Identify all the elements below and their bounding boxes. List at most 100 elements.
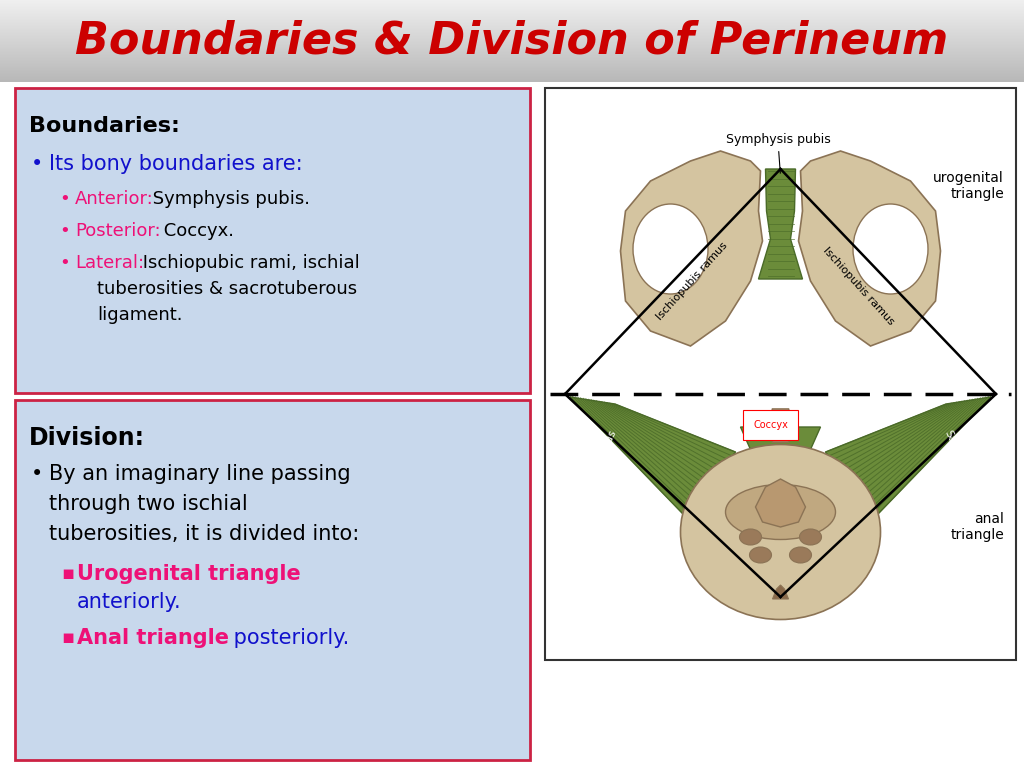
Text: •: • (59, 254, 70, 272)
Bar (0, 5, 1024, 6)
Polygon shape (825, 397, 991, 527)
Ellipse shape (800, 529, 821, 545)
Bar (0, 46, 1024, 47)
Bar (0, 69, 1024, 70)
Bar (0, 58, 1024, 59)
Bar (0, 61, 1024, 62)
Bar (0, 16, 1024, 17)
Bar (0, 39, 1024, 40)
Text: •: • (59, 190, 70, 208)
Bar (0, 51, 1024, 52)
Bar (0, 52, 1024, 53)
Text: Symphysis pubis.: Symphysis pubis. (147, 190, 310, 208)
Bar (0, 76, 1024, 77)
Bar (0, 13, 1024, 14)
Bar (0, 36, 1024, 37)
Bar (0, 4, 1024, 5)
Ellipse shape (739, 529, 762, 545)
Bar (0, 33, 1024, 34)
Text: anteriorly.: anteriorly. (77, 592, 181, 612)
Bar (0, 64, 1024, 65)
Text: •: • (31, 464, 43, 484)
Bar (0, 11, 1024, 12)
Bar (0, 25, 1024, 26)
Text: Coccyx.: Coccyx. (158, 222, 234, 240)
Bar (0, 31, 1024, 32)
Text: Urogenital triangle: Urogenital triangle (77, 564, 301, 584)
Bar (0, 28, 1024, 29)
Bar (0, 47, 1024, 48)
Bar (0, 63, 1024, 64)
Text: Its bony boundaries are:: Its bony boundaries are: (49, 154, 303, 174)
Bar (0, 77, 1024, 78)
FancyBboxPatch shape (15, 400, 530, 760)
Bar (0, 37, 1024, 38)
Text: ▪: ▪ (61, 628, 75, 647)
Bar (0, 18, 1024, 19)
Bar (0, 65, 1024, 66)
Bar (0, 22, 1024, 23)
Bar (0, 79, 1024, 80)
Bar (0, 41, 1024, 42)
Bar (0, 81, 1024, 82)
Bar (0, 55, 1024, 56)
Ellipse shape (725, 485, 836, 539)
Bar (0, 71, 1024, 72)
Bar (0, 45, 1024, 46)
Polygon shape (799, 151, 940, 346)
Bar (0, 32, 1024, 33)
Bar (0, 0, 1024, 1)
Bar (0, 7, 1024, 8)
Text: Anal triangle: Anal triangle (77, 628, 229, 648)
Bar (0, 3, 1024, 4)
Ellipse shape (853, 204, 928, 294)
Text: tuberosities, it is divided into:: tuberosities, it is divided into: (49, 524, 359, 544)
Bar (0, 78, 1024, 79)
Text: Posterior:: Posterior: (75, 222, 161, 240)
Bar (0, 48, 1024, 49)
Bar (0, 9, 1024, 10)
Text: •: • (59, 222, 70, 240)
Bar (0, 30, 1024, 31)
Bar (0, 70, 1024, 71)
Text: Lateral:: Lateral: (75, 254, 144, 272)
Bar (0, 50, 1024, 51)
Bar (0, 57, 1024, 58)
Bar (0, 24, 1024, 25)
Bar (0, 17, 1024, 18)
Bar (0, 23, 1024, 24)
Bar (0, 60, 1024, 61)
Text: Division:: Division: (29, 426, 145, 450)
Text: posteriorly.: posteriorly. (227, 628, 349, 648)
Bar (0, 10, 1024, 11)
Bar (0, 27, 1024, 28)
Polygon shape (768, 409, 793, 442)
Text: ligament.: ligament. (97, 306, 182, 324)
Bar (0, 80, 1024, 81)
Bar (0, 53, 1024, 54)
Text: Boundaries & Division of Perineum: Boundaries & Division of Perineum (76, 19, 948, 62)
Bar (0, 40, 1024, 41)
Bar (0, 42, 1024, 43)
Text: Ischiopubis ramus: Ischiopubis ramus (821, 245, 896, 327)
Bar (0, 68, 1024, 69)
Polygon shape (570, 397, 735, 527)
Text: anal
triangle: anal triangle (950, 512, 1004, 542)
Bar (0, 29, 1024, 30)
Bar (0, 59, 1024, 60)
Bar (0, 6, 1024, 7)
Bar (0, 8, 1024, 9)
Polygon shape (759, 169, 803, 279)
Text: ▪: ▪ (61, 564, 75, 583)
Bar (0, 74, 1024, 75)
Text: Coccyx: Coccyx (753, 420, 787, 430)
Bar (0, 19, 1024, 20)
Bar (0, 75, 1024, 76)
Bar (0, 49, 1024, 50)
FancyBboxPatch shape (15, 88, 530, 393)
Bar (0, 43, 1024, 44)
Bar (0, 66, 1024, 67)
Text: By an imaginary line passing: By an imaginary line passing (49, 464, 350, 484)
Bar (0, 1, 1024, 2)
Text: Anterior:: Anterior: (75, 190, 154, 208)
